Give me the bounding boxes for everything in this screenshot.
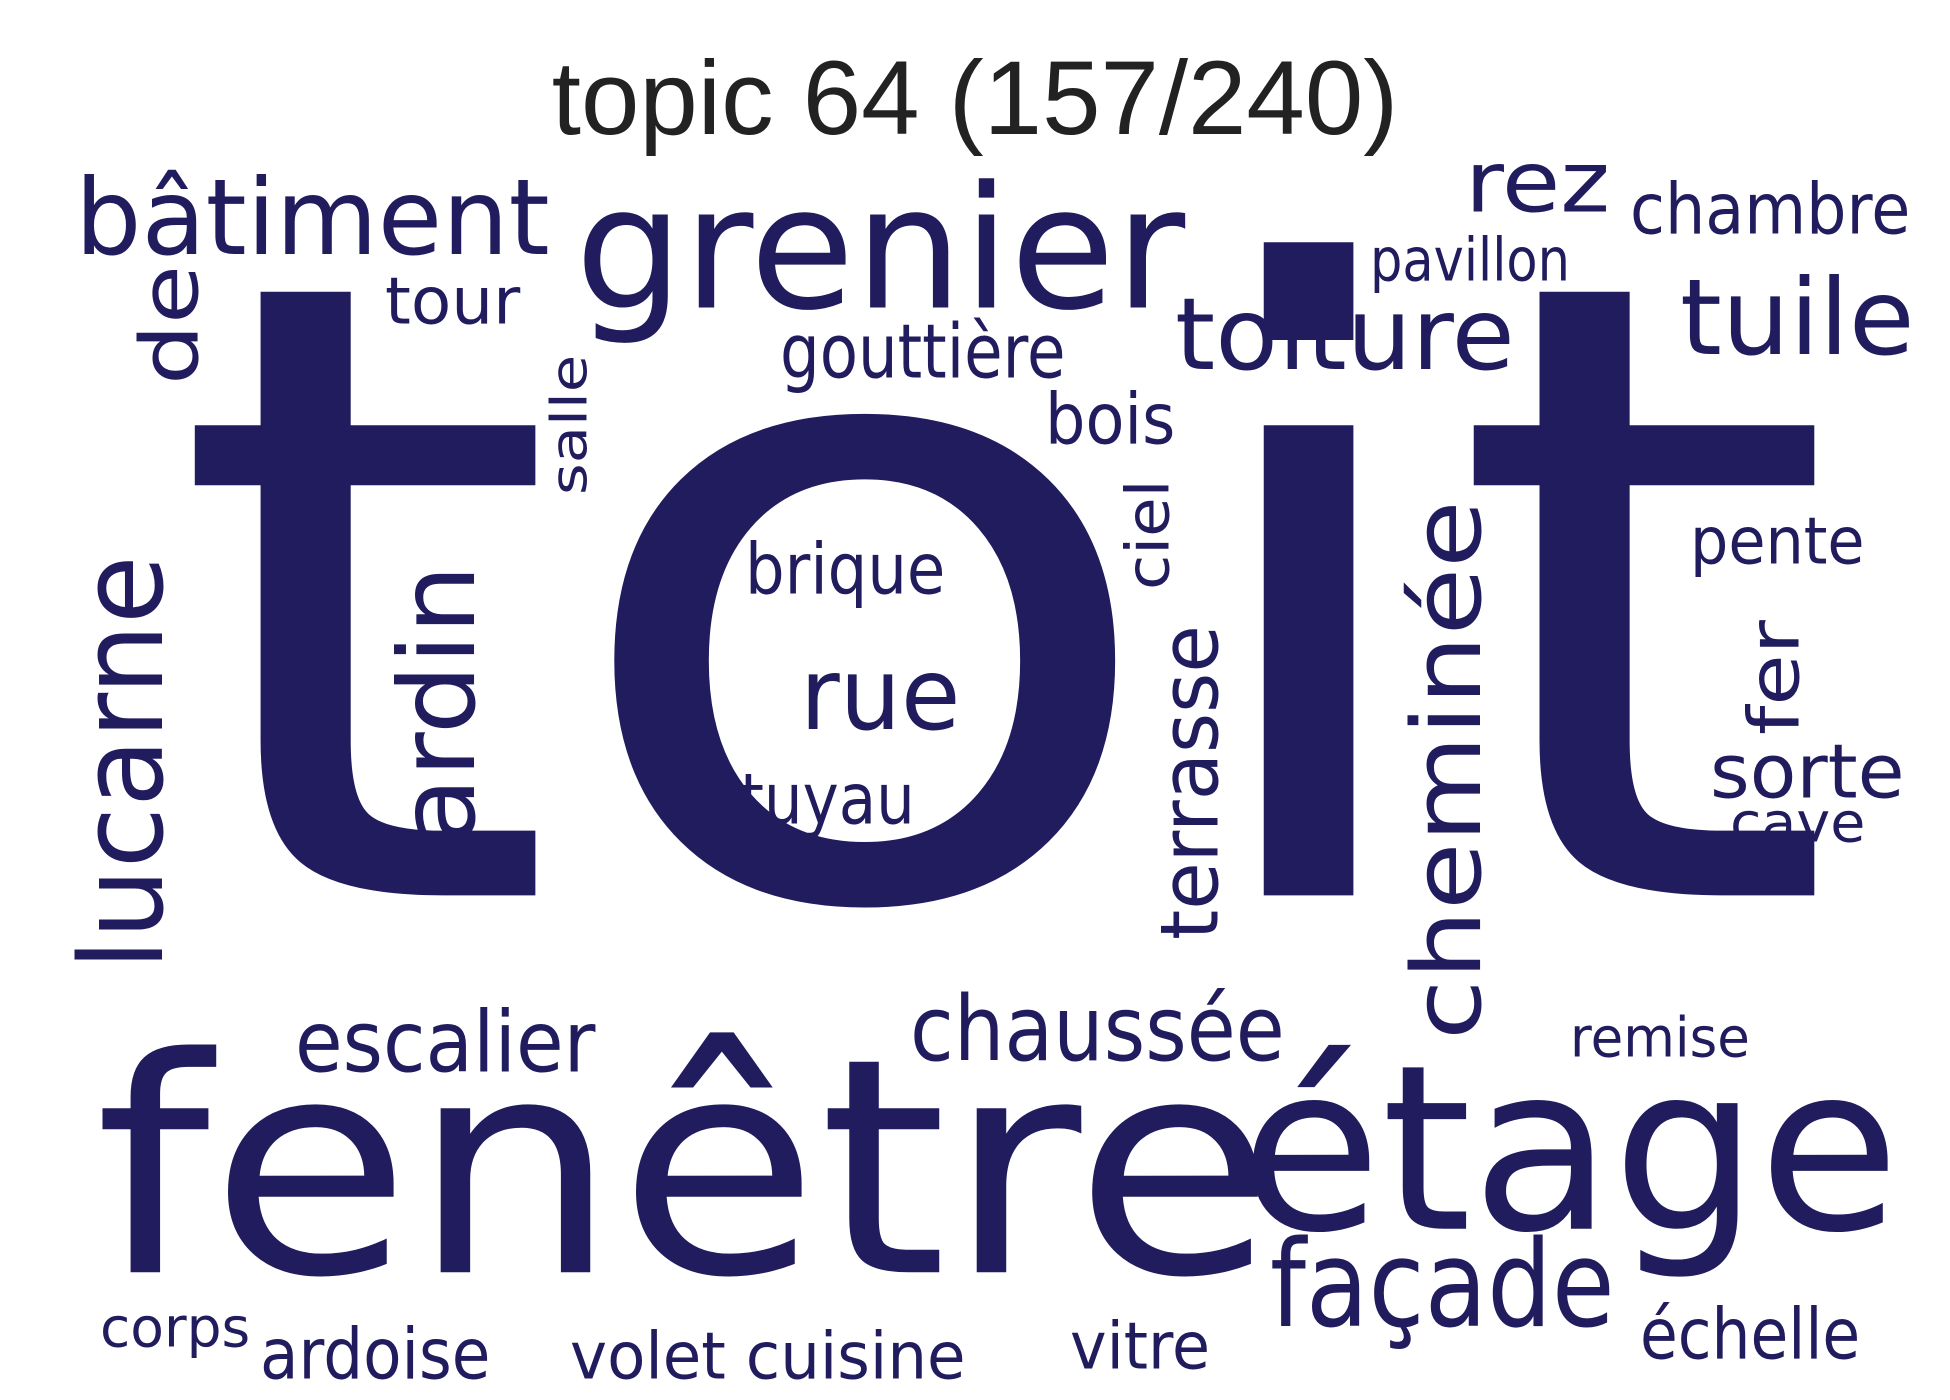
word-bois: bois — [1045, 379, 1176, 461]
word-tuile: tuile — [1680, 256, 1915, 379]
word-chambre: chambre — [1630, 169, 1911, 251]
word-toit: toit — [168, 97, 1839, 1099]
word-corps: corps — [100, 1295, 251, 1360]
word-escalier: escalier — [295, 992, 596, 1092]
word-terrasse: terrasse — [1143, 625, 1237, 940]
word-cave: cave — [1730, 790, 1866, 855]
chart-title: topic 64 (157/240) — [551, 40, 1399, 157]
word-cheminée: cheminée — [1391, 500, 1503, 1041]
word-tuyau: tuyau — [740, 759, 915, 841]
word-gouttière: gouttière — [780, 308, 1066, 396]
word-jardin: jardin — [376, 564, 499, 875]
word-ciel: ciel — [1113, 479, 1183, 590]
word-vitre: vitre — [1070, 1309, 1211, 1385]
word-rue: rue — [800, 636, 961, 753]
word-sorte: sorte — [1710, 728, 1905, 816]
word-remise: remise — [1570, 1005, 1750, 1070]
word-fer: fer — [1734, 620, 1816, 735]
word-bâtiment: bâtiment — [75, 156, 550, 279]
word-brique: brique — [745, 529, 946, 611]
word-rez: rez — [1465, 132, 1611, 232]
word-façade: façade — [1270, 1214, 1615, 1355]
word-pavillon: pavillon — [1370, 225, 1570, 295]
word-pente: pente — [1690, 504, 1865, 580]
word-étage: étage — [1240, 1016, 1900, 1284]
word-grenier: grenier — [575, 150, 1186, 349]
word-de: de — [123, 264, 217, 385]
word-échelle: échelle — [1640, 1294, 1861, 1376]
word-volet-cuisine: volet cuisine — [570, 1319, 966, 1395]
word-chaussée: chaussée — [910, 977, 1285, 1082]
word-tour: tour — [385, 264, 521, 340]
word-fenêtre: fenêtre — [95, 995, 1276, 1344]
word-toiture: toiture — [1175, 276, 1515, 393]
word-salle: salle — [541, 354, 599, 495]
word-ardoise: ardoise — [260, 1314, 491, 1396]
word-lucarne: lucarne — [55, 555, 190, 970]
